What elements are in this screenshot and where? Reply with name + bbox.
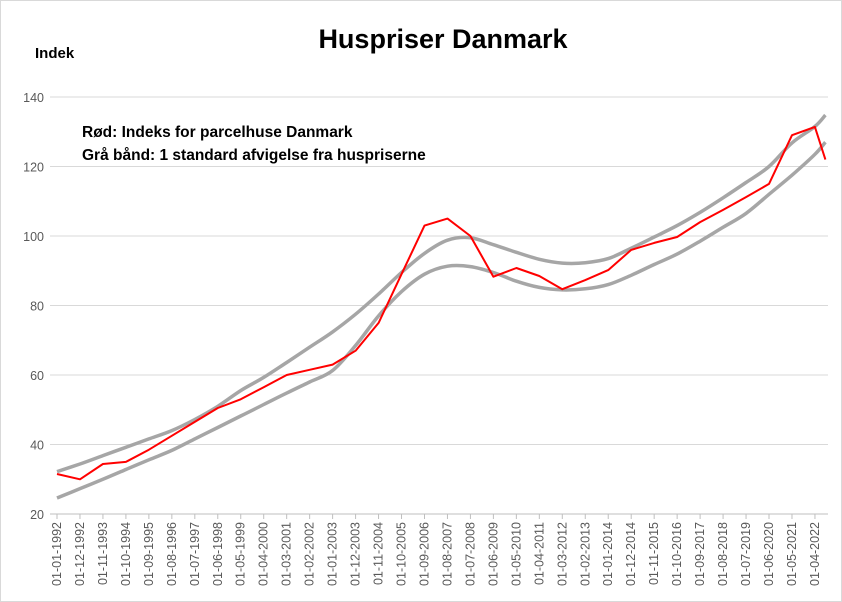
x-tick-label: 01-02-2013 — [578, 522, 592, 586]
x-tick-label: 01-06-1998 — [211, 522, 225, 586]
annotation-gray: Grå bånd: 1 standard afvigelse fra huspr… — [82, 147, 426, 164]
x-tick-label: 01-06-2020 — [762, 522, 776, 586]
x-tick-label: 01-01-1992 — [50, 522, 64, 586]
x-tick-label: 01-04-2011 — [532, 522, 546, 585]
series-gray-lower-band — [56, 141, 827, 500]
series-red-index — [56, 125, 827, 481]
x-tick-label: 01-07-2019 — [739, 522, 753, 586]
x-tick-label: 01-04-2022 — [808, 522, 822, 586]
series-gray-upper-band — [56, 113, 827, 474]
x-tick-label: 01-09-1995 — [142, 522, 156, 586]
x-axis: 01-01-1992 01-12-1992 01-11-1993 01-10-1994… — [50, 514, 822, 586]
y-tick-label: 100 — [23, 230, 44, 244]
x-tick-label: 01-08-2018 — [716, 522, 730, 586]
x-tick-label: 01-12-1992 — [73, 522, 87, 586]
x-tick-label: 01-10-2016 — [670, 522, 684, 586]
gridlines — [50, 96, 828, 515]
x-tick-label: 01-03-2012 — [555, 522, 569, 586]
y-tick-label: 40 — [30, 439, 44, 453]
x-tick-label: 01-11-2004 — [372, 522, 386, 585]
y-tick-label: 80 — [30, 300, 44, 314]
x-tick-label: 01-04-2000 — [257, 522, 271, 586]
y-tick-label: 60 — [30, 369, 44, 383]
x-tick-label: 01-12-2003 — [349, 522, 363, 586]
x-tick-label: 01-06-2009 — [486, 522, 500, 586]
y-axis: 20 40 60 80 100 120 140 — [23, 91, 44, 522]
x-tick-label: 01-10-2005 — [395, 522, 409, 586]
x-tick-label: 01-09-2006 — [417, 522, 431, 586]
x-tick-label: 01-01-2003 — [326, 522, 340, 586]
x-tick-label: 01-05-1999 — [234, 522, 248, 586]
x-tick-label: 01-08-1996 — [165, 522, 179, 586]
x-tick-label: 01-10-1994 — [119, 522, 133, 586]
x-tick-label: 01-05-2010 — [509, 522, 523, 586]
x-tick-label: 01-12-2014 — [624, 522, 638, 586]
y-tick-label: 20 — [30, 508, 44, 522]
y-tick-label: 120 — [23, 161, 44, 175]
annotation-red: Rød: Indeks for parcelhuse Danmark — [82, 124, 353, 141]
x-tick-label: 01-07-2008 — [463, 522, 477, 586]
x-tick-label: 01-02-2002 — [303, 522, 317, 586]
series-lines — [56, 113, 827, 500]
x-tick-label: 01-09-2017 — [693, 522, 707, 586]
x-tick-label: 01-07-1997 — [188, 522, 202, 586]
x-tick-label: 01-11-1993 — [96, 522, 110, 585]
chart-title: Huspriser Danmark — [318, 24, 568, 54]
x-tick-label: 01-11-2015 — [647, 522, 661, 585]
x-tick-label: 01-08-2007 — [440, 522, 454, 586]
y-tick-label: 140 — [23, 91, 44, 105]
y-axis-label: Indek — [35, 45, 75, 62]
x-tick-label: 01-01-2014 — [601, 522, 615, 586]
x-tick-label: 01-03-2001 — [280, 522, 294, 586]
x-tick-label: 01-05-2021 — [785, 522, 799, 586]
